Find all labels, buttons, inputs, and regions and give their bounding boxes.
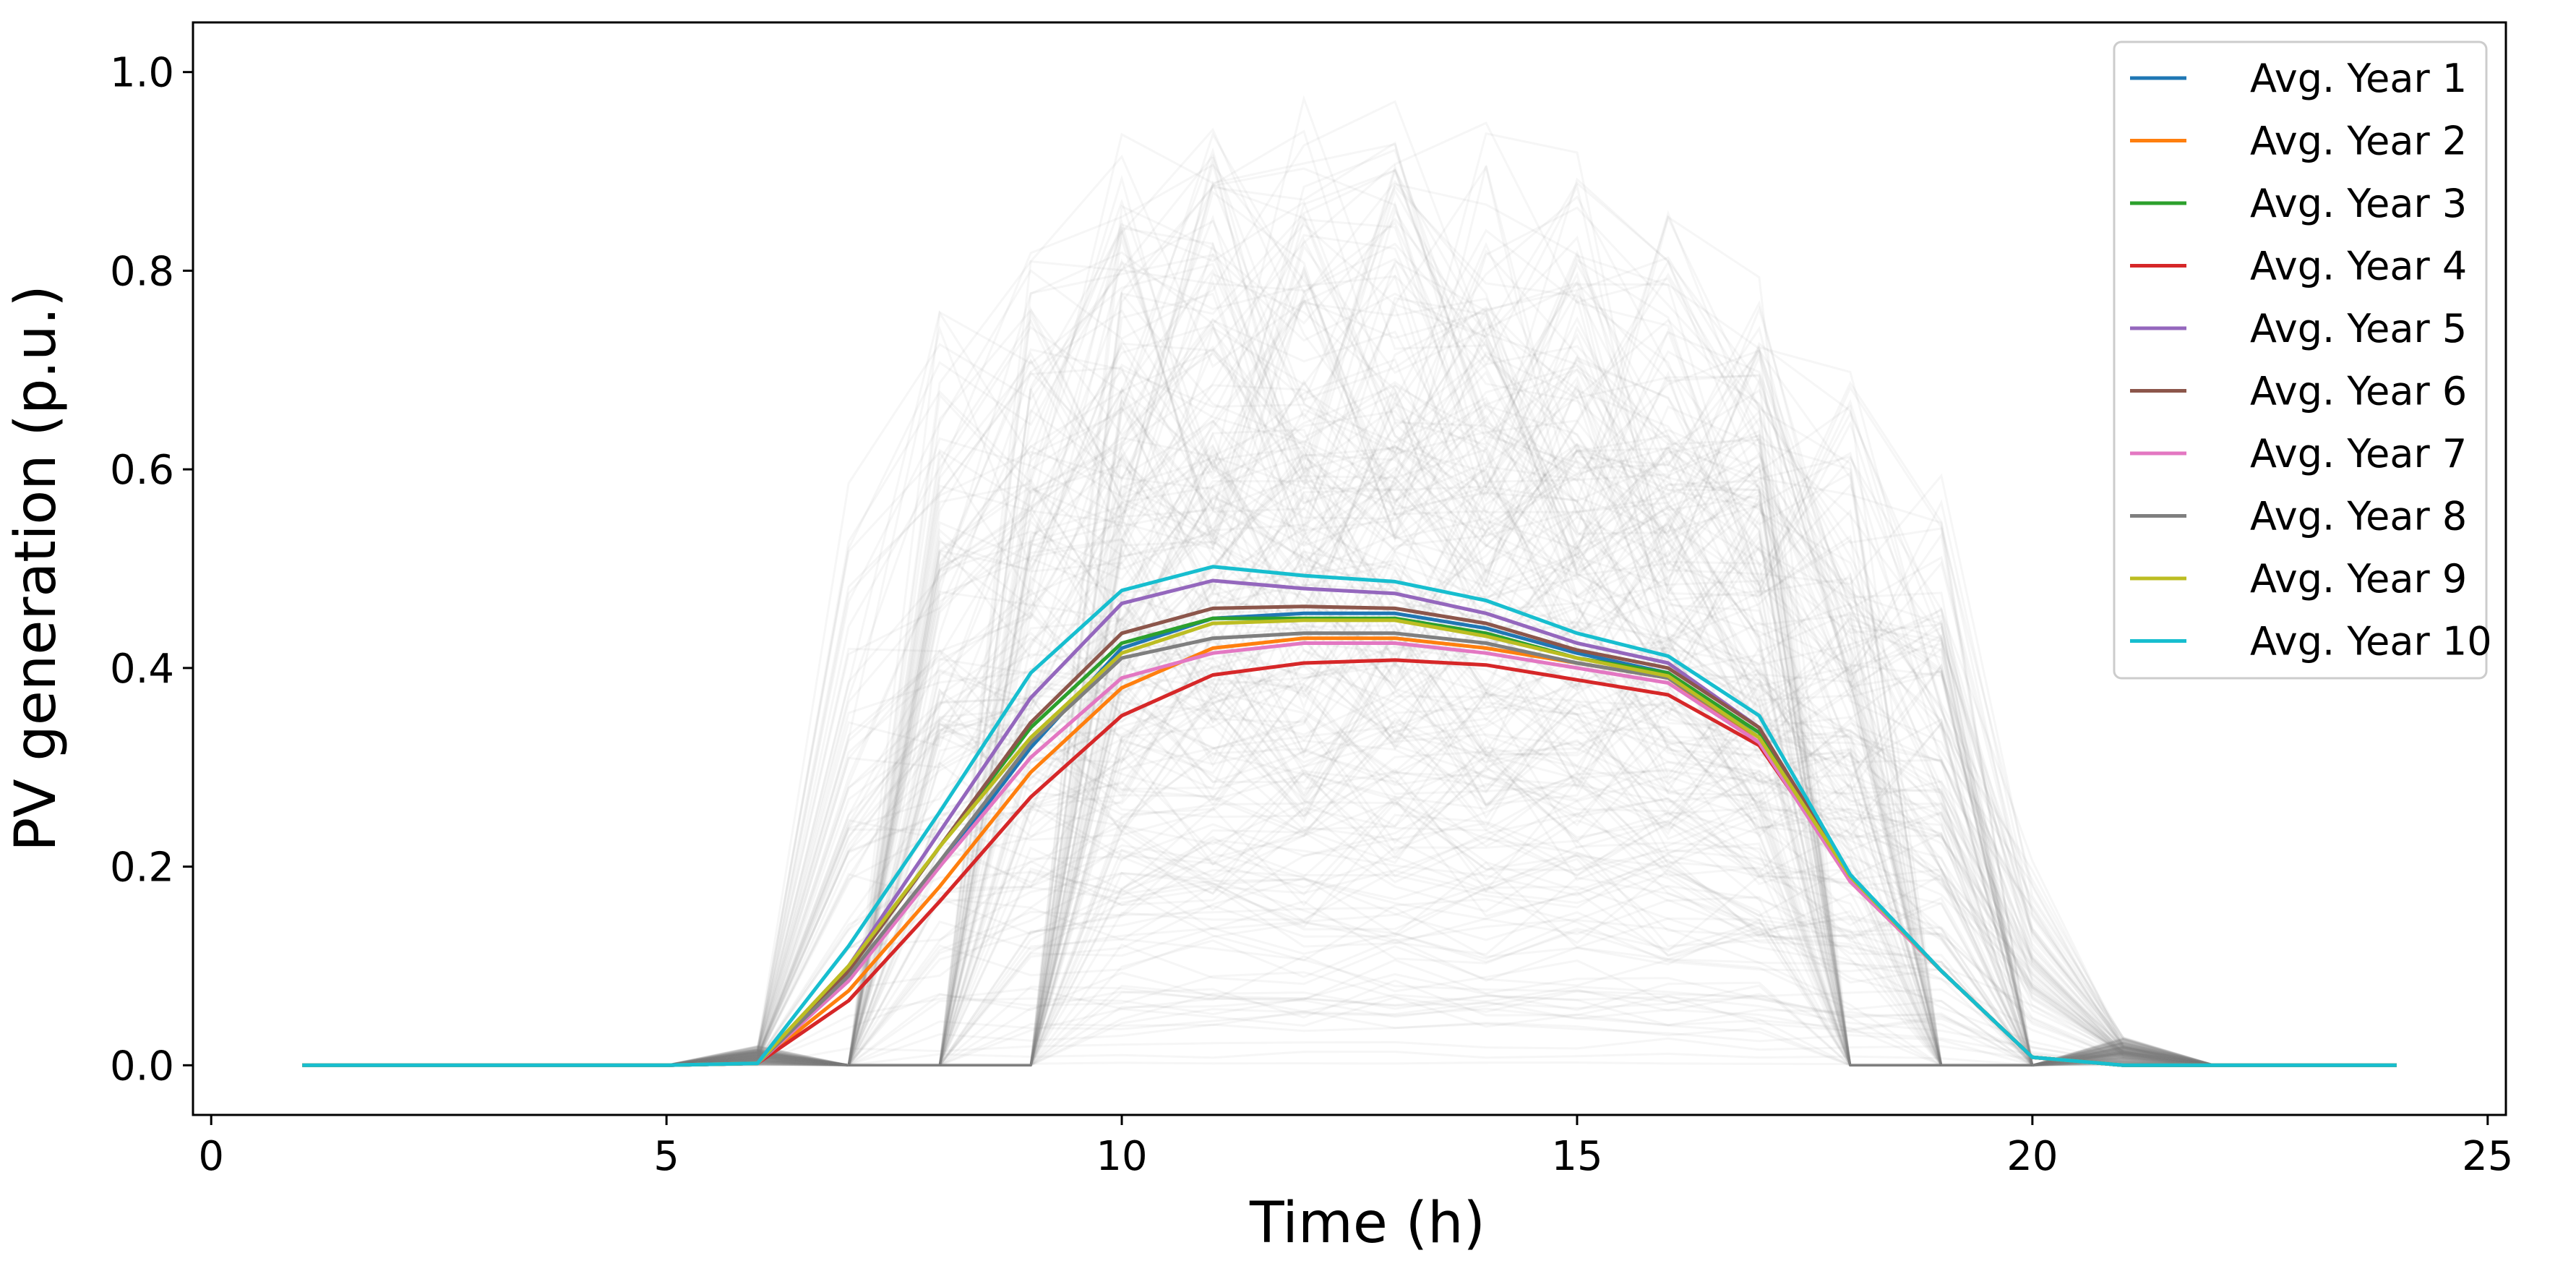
plot-frame bbox=[192, 21, 2507, 1116]
legend-label: Avg. Year 4 bbox=[2250, 244, 2467, 289]
y-tick-label: 0.4 bbox=[110, 646, 174, 693]
legend-label: Avg. Year 3 bbox=[2250, 181, 2467, 226]
legend-label: Avg. Year 1 bbox=[2250, 56, 2467, 101]
x-tick-label: 10 bbox=[1096, 1133, 1147, 1180]
legend-label: Avg. Year 5 bbox=[2250, 306, 2467, 351]
x-axis-label: Time (h) bbox=[1249, 1191, 1485, 1256]
y-tick-label: 1.0 bbox=[110, 50, 174, 97]
average-series bbox=[302, 565, 2397, 1067]
y-axis: 0.0 0.2 0.4 0.6 0.8 1.0 bbox=[110, 50, 193, 1090]
legend-label: Avg. Year 6 bbox=[2250, 369, 2467, 414]
y-tick-label: 0.6 bbox=[110, 447, 174, 494]
legend: Avg. Year 1 Avg. Year 2 Avg. Year 3 Avg. Ye… bbox=[2113, 40, 2492, 680]
x-axis: 0 5 10 15 20 25 bbox=[198, 1115, 2513, 1180]
x-tick-label: 0 bbox=[198, 1133, 224, 1180]
legend-label: Avg. Year 10 bbox=[2250, 619, 2492, 664]
y-tick-label: 0.8 bbox=[110, 248, 174, 295]
series-line bbox=[302, 565, 2397, 1067]
legend-label: Avg. Year 2 bbox=[2250, 119, 2467, 164]
legend-box bbox=[2113, 40, 2488, 680]
legend-label: Avg. Year 7 bbox=[2250, 431, 2467, 476]
y-tick-label: 0.0 bbox=[110, 1043, 174, 1090]
x-tick-label: 15 bbox=[1551, 1133, 1602, 1180]
x-tick-label: 25 bbox=[2462, 1133, 2513, 1180]
x-tick-label: 5 bbox=[653, 1133, 679, 1180]
y-tick-label: 0.2 bbox=[110, 845, 174, 892]
legend-label: Avg. Year 9 bbox=[2250, 556, 2467, 602]
legend-label: Avg. Year 8 bbox=[2250, 494, 2467, 539]
y-axis-label: PV generation (p.u.) bbox=[4, 285, 69, 852]
x-tick-label: 20 bbox=[2006, 1133, 2058, 1180]
